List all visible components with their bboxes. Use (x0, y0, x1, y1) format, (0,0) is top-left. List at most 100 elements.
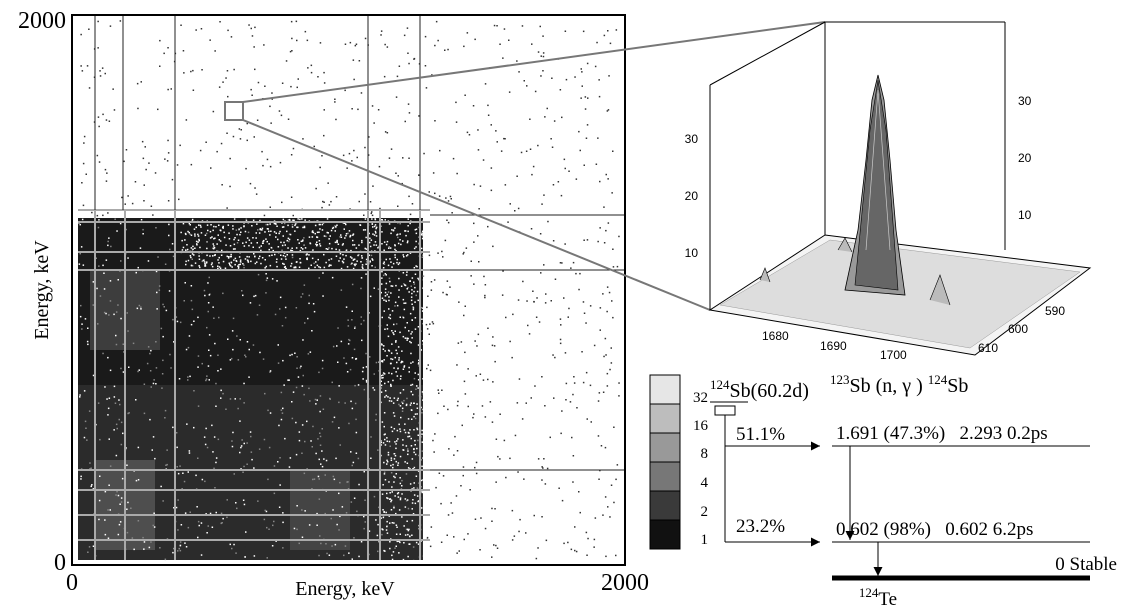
speckle (256, 193, 258, 195)
speckle (310, 351, 312, 353)
speckle (296, 368, 298, 370)
speckle (391, 427, 393, 429)
speckle (227, 339, 229, 341)
speckle (405, 506, 407, 508)
speckle (416, 413, 418, 415)
speckle (377, 449, 379, 451)
speckle (328, 238, 330, 240)
speckle (397, 375, 399, 377)
speckle (398, 552, 400, 554)
speckle (299, 267, 301, 269)
speckle (391, 330, 393, 332)
speckle (339, 482, 341, 484)
speckle (240, 261, 242, 263)
speckle (361, 340, 363, 342)
speckle (359, 201, 361, 203)
speckle (499, 414, 501, 416)
speckle (381, 343, 383, 345)
speckle (396, 96, 398, 98)
speckle (79, 394, 81, 396)
speckle (322, 368, 324, 370)
speckle (353, 79, 355, 81)
speckle (282, 522, 284, 524)
speckle (231, 440, 233, 442)
speckle (393, 551, 395, 553)
speckle (298, 376, 300, 378)
speckle (533, 166, 535, 168)
speckle (414, 494, 416, 496)
speckle (547, 468, 549, 470)
speckle (388, 317, 390, 319)
speckle (147, 363, 149, 365)
speckle (426, 87, 428, 89)
speckle (354, 349, 356, 351)
speckle (507, 221, 509, 223)
speckle (473, 223, 475, 225)
speckle (299, 440, 301, 442)
speckle (395, 371, 397, 373)
speckle (355, 358, 357, 360)
speckle (412, 458, 414, 460)
speckle (333, 346, 335, 348)
speckle (304, 510, 306, 512)
speckle (422, 391, 424, 393)
speckle (415, 454, 417, 456)
speckle (494, 508, 496, 510)
speckle (407, 225, 409, 227)
speckle (198, 265, 200, 267)
speckle (587, 418, 589, 420)
speckle (184, 300, 186, 302)
speckle (394, 428, 396, 430)
speckle (399, 332, 401, 334)
speckle (316, 242, 318, 244)
speckle (526, 85, 528, 87)
speckle (428, 364, 430, 366)
speckle (259, 232, 261, 234)
speckle (417, 440, 419, 442)
speckle (221, 250, 223, 252)
speckle (600, 307, 602, 309)
speckle (350, 235, 352, 237)
speckle (590, 305, 592, 307)
speckle (208, 365, 210, 367)
speckle (418, 115, 420, 117)
speckle (474, 39, 476, 41)
speckle (280, 297, 282, 299)
speckle (436, 21, 438, 23)
speckle (390, 358, 392, 360)
speckle (487, 328, 489, 330)
speckle (259, 247, 261, 249)
speckle (324, 82, 326, 84)
speckle (417, 487, 419, 489)
speckle (102, 353, 104, 355)
speckle (209, 379, 211, 381)
speckle (276, 226, 278, 228)
speckle (406, 405, 408, 407)
speckle (410, 214, 412, 216)
speckle (353, 537, 355, 539)
speckle (217, 355, 219, 357)
speckle (335, 544, 337, 546)
speckle (598, 79, 600, 81)
speckle (362, 266, 364, 268)
level-label: 1.691 (47.3%) 2.293 0.2ps (836, 423, 1048, 444)
speckle (599, 181, 601, 183)
speckle (244, 504, 246, 506)
speckle (346, 167, 348, 169)
speckle (480, 185, 482, 187)
speckle (398, 424, 400, 426)
speckle (329, 204, 331, 206)
speckle (412, 394, 414, 396)
speckle (211, 425, 213, 427)
speckle (565, 168, 567, 170)
speckle (408, 63, 410, 65)
speckle (383, 349, 385, 351)
speckle (618, 382, 620, 384)
speckle (155, 383, 157, 385)
speckle (358, 484, 360, 486)
speckle (213, 245, 215, 247)
z-tick-label: 10 (685, 246, 699, 260)
speckle (400, 456, 402, 458)
speckle (410, 362, 412, 364)
speckle (136, 272, 138, 274)
